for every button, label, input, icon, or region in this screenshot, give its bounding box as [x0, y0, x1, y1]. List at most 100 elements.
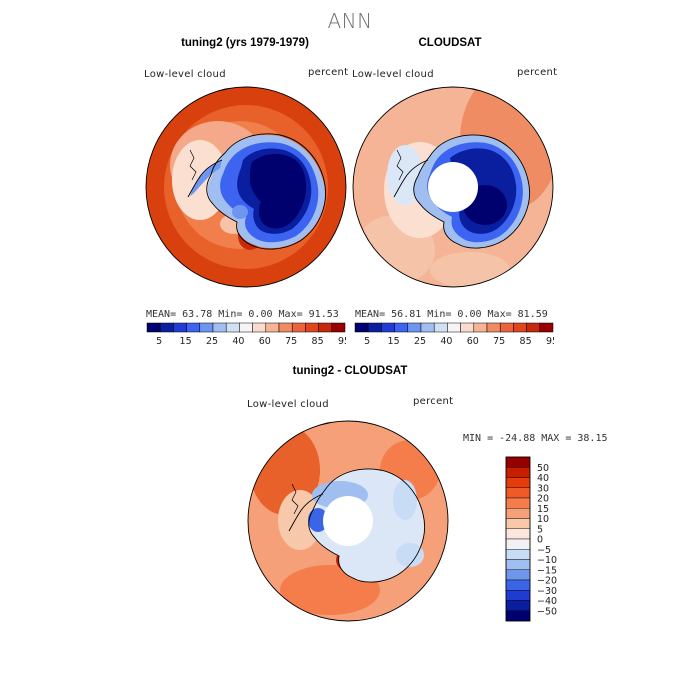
colorbar-swatch [505, 487, 531, 499]
colorbar-swatch [499, 322, 514, 333]
colorbar-swatch [473, 322, 488, 333]
max-value: 81.59 [517, 309, 548, 320]
panel-3-variable-label: Low-level cloud [247, 399, 329, 410]
colorbar-tick-label: 30 [537, 483, 549, 494]
min-label: Min= [218, 309, 243, 320]
colorbar-swatch [278, 322, 293, 333]
colorbar-tick-label: 5 [537, 524, 543, 535]
colorbar-swatch [505, 456, 531, 468]
panel-2-variable-label: Low-level cloud [352, 69, 434, 80]
colorbar-swatch [331, 322, 346, 333]
colorbar-tick-label: 15 [537, 504, 549, 515]
colorbar-tick-label: −40 [537, 596, 557, 607]
colorbar-tick-label: −15 [537, 565, 557, 576]
colorbar-swatch [460, 322, 475, 333]
colorbar-tick-label: 5 [364, 336, 370, 346]
max-value: 91.53 [308, 309, 339, 320]
colorbar-tick-label: −20 [537, 576, 557, 587]
colorbar-swatch [505, 467, 531, 478]
colorbar-tick-label: 75 [493, 336, 505, 346]
colorbar-tick-label: 10 [537, 514, 549, 525]
colorbar-swatch [173, 322, 187, 333]
colorbar-swatch [505, 600, 531, 611]
max-label: Max= [278, 309, 303, 320]
colorbar-swatch [239, 322, 253, 333]
colorbar-tick-label: 25 [414, 336, 426, 346]
min-label: Min= [427, 309, 452, 320]
colorbar-tick-label: 40 [232, 336, 244, 346]
colorbar-tick-label: 25 [206, 336, 218, 346]
colorbar-swatch [305, 322, 319, 333]
colorbar-tick-label: −50 [537, 606, 557, 617]
colorbar-swatch [252, 322, 267, 333]
mean-value: 63.78 [182, 309, 213, 320]
colorbar-swatch [291, 322, 306, 333]
panel-1-title: tuning2 (yrs 1979-1979) [181, 37, 309, 49]
colorbar-tick-label: 40 [537, 473, 549, 484]
colorbar-swatch [367, 322, 382, 333]
colorbar-tick-label: 50 [537, 463, 549, 474]
colorbar-swatch [505, 569, 531, 581]
min-value: 0.00 [248, 309, 273, 320]
colorbar-swatch [420, 322, 435, 333]
colorbar-swatch [199, 322, 214, 333]
colorbar-swatch [407, 322, 422, 333]
colorbar-frame [505, 456, 531, 622]
colorbar-tick-label: 20 [537, 494, 549, 505]
colorbar-tick-label: 60 [467, 336, 479, 346]
colorbar-swatch [159, 322, 174, 333]
panel-1-stats: MEAN= 63.78 Min= 0.00 Max= 91.53 [146, 309, 346, 320]
colorbar-swatch [505, 528, 531, 540]
colorbar-tick-label: 85 [520, 336, 532, 346]
colorbar-swatch [265, 322, 280, 333]
map-panel-2 [353, 87, 553, 287]
panel-2-units-label: percent [517, 67, 558, 78]
colorbar-swatch [505, 559, 531, 570]
colorbar-swatch [354, 322, 369, 333]
colorbar-tick-label: −10 [537, 555, 557, 566]
colorbar-swatch [212, 322, 227, 333]
colorbar-swatch [513, 322, 527, 333]
colorbar-swatch [505, 590, 531, 601]
mean-label: MEAN= [355, 309, 386, 320]
colorbar-swatch [539, 322, 554, 333]
panel-3-stats: MIN = -24.88 MAX = 38.15 [463, 433, 608, 444]
colorbar-swatch [447, 322, 461, 333]
colorbar-swatch [225, 322, 240, 333]
max-label: Max= [487, 309, 512, 320]
colorbar-panel-2: 5 15 25 40 60 75 85 95 [354, 322, 554, 346]
panel-2-stats: MEAN= 56.81 Min= 0.00 Max= 81.59 [355, 309, 555, 320]
map-panel-1 [146, 87, 346, 287]
mean-value: 56.81 [391, 309, 422, 320]
colorbar-tick-label: 95 [338, 336, 346, 346]
colorbar-swatch [486, 322, 501, 333]
colorbar-tick-label: 15 [180, 336, 192, 346]
colorbar-tick-label: 0 [537, 535, 543, 546]
panel-3-units-label: percent [413, 396, 454, 407]
colorbar-swatch [505, 477, 531, 488]
colorbar-swatch [505, 579, 531, 591]
colorbar-swatch [505, 610, 531, 622]
colorbar-swatch [526, 322, 541, 333]
panel-1-variable-label: Low-level cloud [144, 69, 226, 80]
colorbar-swatch [505, 508, 531, 519]
colorbar-tick-label: 75 [285, 336, 297, 346]
colorbar-tick-label: −5 [537, 545, 551, 556]
mean-label: MEAN= [146, 309, 177, 320]
colorbar-swatch [186, 322, 201, 333]
figure-title: ANN [327, 9, 373, 33]
colorbar-swatch [505, 538, 531, 550]
colorbar-tick-label: 15 [388, 336, 400, 346]
colorbar-tick-label: −30 [537, 586, 557, 597]
colorbar-tick-label: 5 [156, 336, 162, 346]
colorbar-swatch [318, 322, 333, 333]
colorbar-swatch [146, 322, 161, 333]
colorbar-tick-label: 85 [312, 336, 324, 346]
colorbar-tick-label: 95 [546, 336, 554, 346]
min-value: 0.00 [457, 309, 482, 320]
colorbar-panel-1: 5 15 25 40 60 75 85 95 [146, 322, 346, 346]
panel-3-title: tuning2 - CLOUDSAT [292, 365, 408, 377]
map-panel-3 [248, 421, 448, 621]
colorbar-swatch [505, 497, 531, 509]
